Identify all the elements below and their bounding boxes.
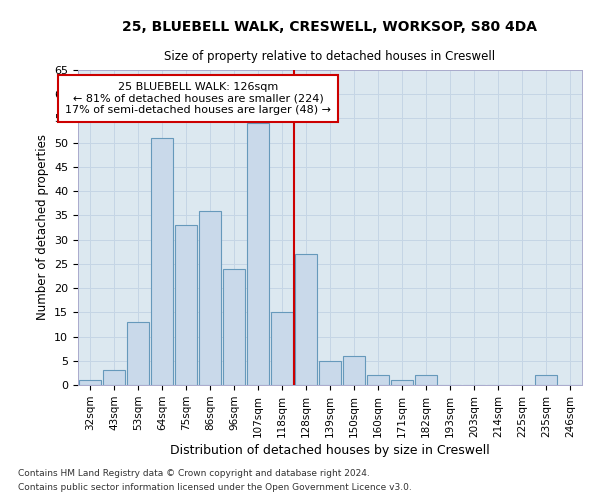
- Text: Contains HM Land Registry data © Crown copyright and database right 2024.: Contains HM Land Registry data © Crown c…: [18, 468, 370, 477]
- Bar: [127, 322, 149, 385]
- Bar: [151, 138, 173, 385]
- Bar: [391, 380, 413, 385]
- Y-axis label: Number of detached properties: Number of detached properties: [35, 134, 49, 320]
- Bar: [319, 361, 341, 385]
- Text: 25, BLUEBELL WALK, CRESWELL, WORKSOP, S80 4DA: 25, BLUEBELL WALK, CRESWELL, WORKSOP, S8…: [122, 20, 538, 34]
- Bar: [367, 376, 389, 385]
- Bar: [415, 376, 437, 385]
- Bar: [223, 268, 245, 385]
- Bar: [271, 312, 293, 385]
- Bar: [175, 225, 197, 385]
- Bar: [103, 370, 125, 385]
- Bar: [295, 254, 317, 385]
- Text: 25 BLUEBELL WALK: 126sqm
← 81% of detached houses are smaller (224)
17% of semi-: 25 BLUEBELL WALK: 126sqm ← 81% of detach…: [65, 82, 331, 116]
- Bar: [535, 376, 557, 385]
- Bar: [247, 124, 269, 385]
- Text: Contains public sector information licensed under the Open Government Licence v3: Contains public sector information licen…: [18, 484, 412, 492]
- X-axis label: Distribution of detached houses by size in Creswell: Distribution of detached houses by size …: [170, 444, 490, 457]
- Bar: [343, 356, 365, 385]
- Text: Size of property relative to detached houses in Creswell: Size of property relative to detached ho…: [164, 50, 496, 63]
- Bar: [199, 210, 221, 385]
- Bar: [79, 380, 101, 385]
